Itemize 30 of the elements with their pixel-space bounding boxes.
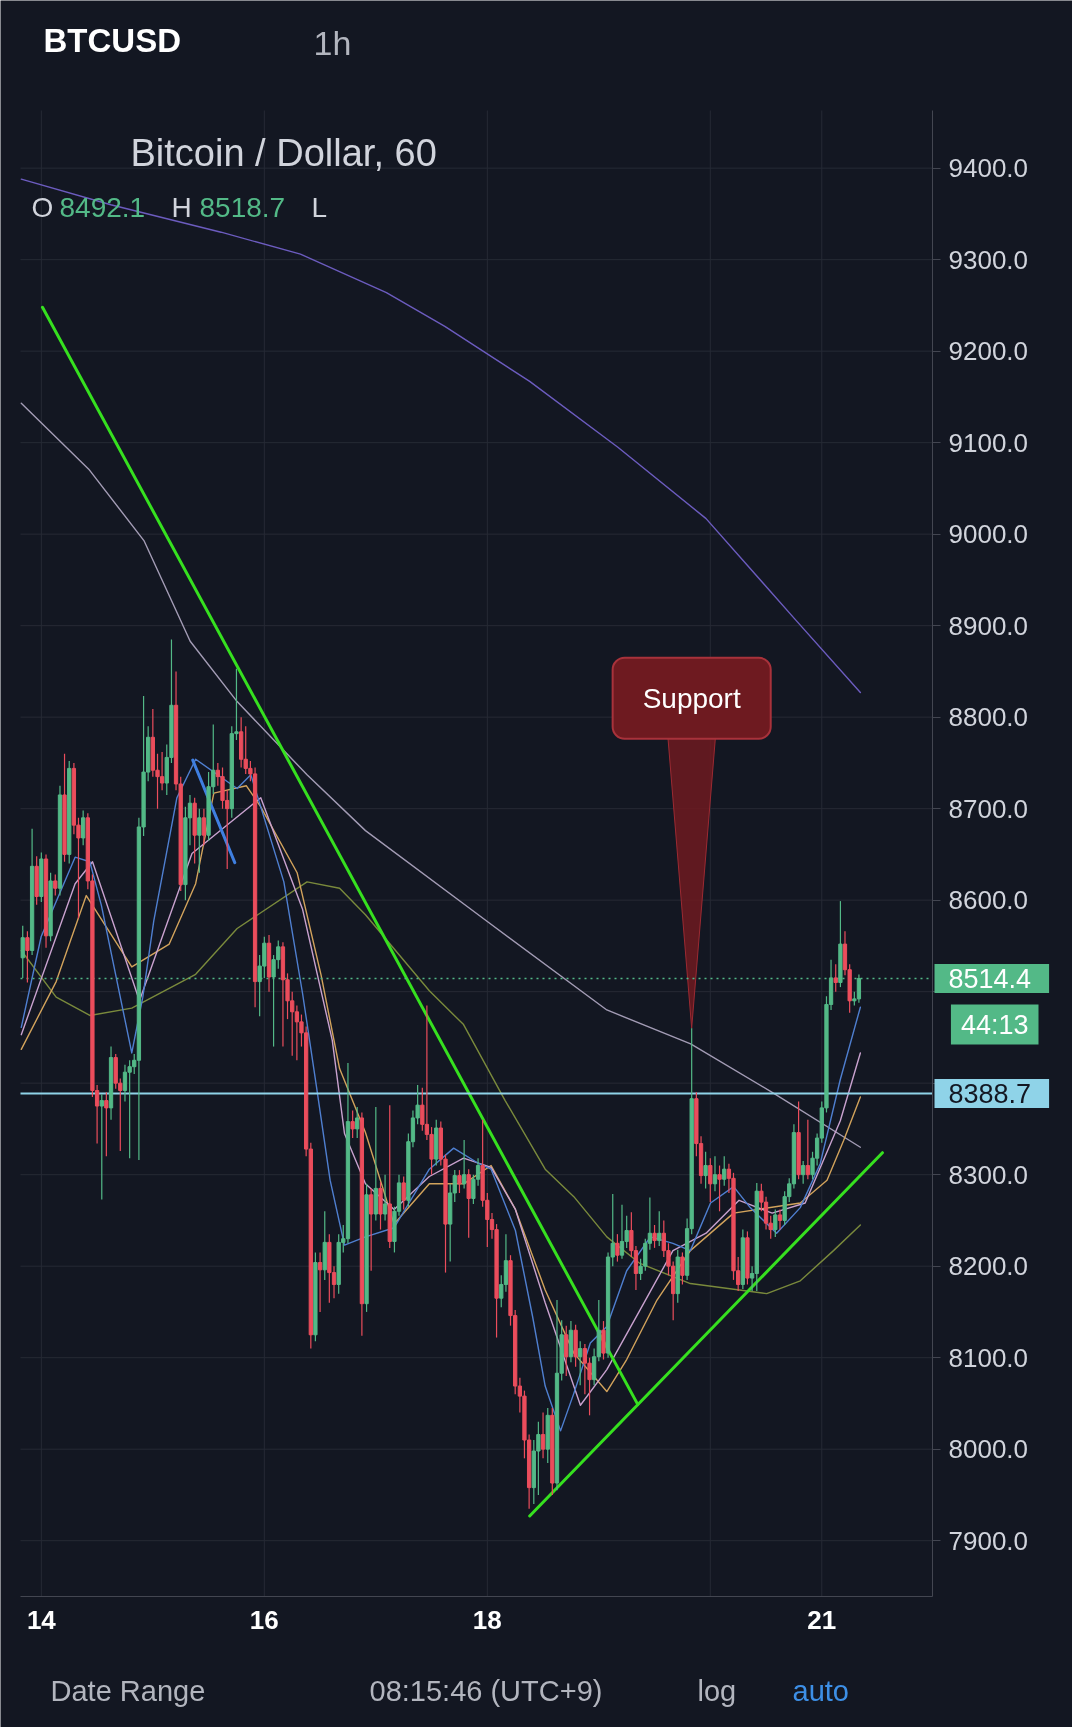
x-tick-label: 21 <box>807 1604 837 1635</box>
y-tick-label: 8600.0 <box>948 885 1029 916</box>
y-tick-label: 7900.0 <box>948 1525 1029 1556</box>
y-tick-label: 8000.0 <box>948 1434 1029 1465</box>
text: 44:13 <box>960 1009 1029 1040</box>
y-tick-label: 9000.0 <box>948 519 1029 550</box>
y-tick-label: 9100.0 <box>948 427 1029 458</box>
text: auto <box>792 1674 849 1707</box>
y-tick-label: 8100.0 <box>948 1342 1029 1373</box>
text: 1h <box>313 23 352 62</box>
y-tick-label: 8300.0 <box>948 1159 1029 1190</box>
y-tick-label: 9200.0 <box>948 336 1029 367</box>
y-tick-label: 8900.0 <box>948 610 1029 641</box>
annotation: Support <box>642 682 741 714</box>
y-tick-label: 8700.0 <box>948 793 1029 824</box>
text: Bitcoin / Dollar, 60 <box>130 131 437 174</box>
y-tick-label: 9300.0 <box>948 244 1029 275</box>
text: 08:15:46 (UTC+9) <box>369 1674 603 1707</box>
text: log <box>697 1674 737 1707</box>
y-tick-label: 8200.0 <box>948 1251 1029 1282</box>
annotation: O 8492.1 H 8518.7 L <box>31 192 328 223</box>
y-tick-label: 8800.0 <box>948 702 1029 733</box>
x-tick-label: 14 <box>26 1604 57 1635</box>
ref-line-label: 8388.7 <box>948 1079 1032 1110</box>
ref-line-label: 8514.4 <box>948 963 1032 994</box>
text: BTCUSD <box>43 22 181 59</box>
y-tick-label: 9400.0 <box>948 153 1029 184</box>
x-tick-label: 16 <box>249 1604 279 1635</box>
x-tick-label: 18 <box>472 1604 502 1635</box>
text: Date Range <box>50 1674 206 1707</box>
